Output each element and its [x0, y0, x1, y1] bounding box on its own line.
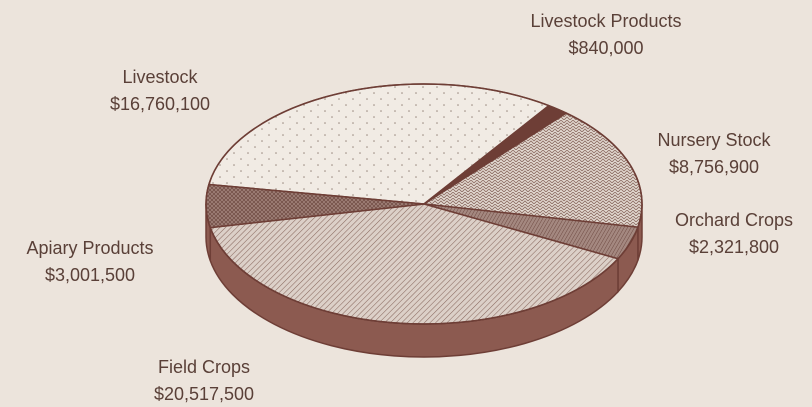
pie-labels: Livestock $16,760,100 Livestock Products $8… — [26, 11, 793, 404]
pie-slices — [205, 83, 643, 325]
label-livestock-products: Livestock Products $840,000 — [530, 11, 681, 58]
slice-value-label: $20,517,500 — [154, 384, 254, 404]
label-livestock: Livestock $16,760,100 — [110, 67, 210, 114]
label-field-crops: Field Crops $20,517,500 — [154, 357, 254, 404]
slice-value-label: $2,321,800 — [689, 237, 779, 257]
slice-name-label: Field Crops — [158, 357, 250, 377]
slice-value-label: $8,756,900 — [669, 157, 759, 177]
slice-name-label: Nursery Stock — [657, 130, 771, 150]
label-orchard-crops: Orchard Crops $2,321,800 — [675, 210, 793, 257]
slice-value-label: $16,760,100 — [110, 94, 210, 114]
slice-value-label: $840,000 — [568, 38, 643, 58]
pie-top-outline — [205, 83, 643, 325]
slice-name-label: Livestock — [122, 67, 198, 87]
slice-name-label: Apiary Products — [26, 238, 153, 258]
label-nursery-stock: Nursery Stock $8,756,900 — [657, 130, 771, 177]
slice-value-label: $3,001,500 — [45, 265, 135, 285]
slice-name-label: Livestock Products — [530, 11, 681, 31]
label-apiary-products: Apiary Products $3,001,500 — [26, 238, 153, 285]
slice-name-label: Orchard Crops — [675, 210, 793, 230]
